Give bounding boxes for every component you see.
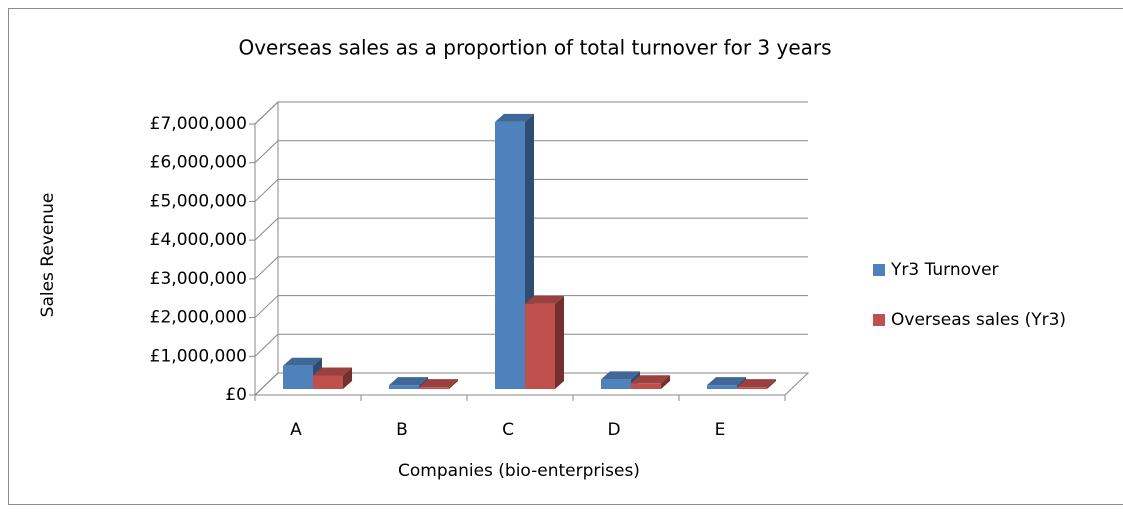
grid-line	[254, 256, 808, 280]
bar	[631, 375, 670, 389]
grid-line	[254, 295, 808, 318]
bar-front	[707, 385, 737, 389]
bar	[525, 295, 564, 389]
y-tick-label: £3,000,000	[150, 269, 247, 289]
bar-front	[601, 379, 631, 389]
bar	[313, 367, 352, 389]
bar-front	[525, 303, 555, 389]
y-tick-label: £4,000,000	[150, 230, 247, 250]
bar-side	[449, 379, 458, 389]
bar-top	[737, 379, 776, 388]
bar-top	[707, 377, 746, 386]
chart-title: Overseas sales as a proportion of total …	[238, 36, 831, 60]
grid-line	[254, 140, 808, 164]
bar-side	[343, 367, 352, 389]
x-tick-label: A	[290, 420, 302, 440]
bar-front	[389, 385, 419, 389]
bar-top	[631, 375, 670, 384]
bar-top	[601, 371, 640, 380]
y-tick-label: £1,000,000	[150, 346, 247, 366]
y-axis-title: Sales Revenue	[38, 193, 58, 318]
bar-front	[419, 387, 449, 389]
legend-label: Yr3 Turnover	[890, 260, 999, 280]
y-tick-label: £6,000,000	[150, 153, 247, 173]
y-tick-label: £0	[225, 385, 247, 405]
y-tick-label: £7,000,000	[150, 114, 247, 134]
bar-front	[631, 383, 661, 389]
bar	[707, 377, 746, 389]
bar-front	[283, 365, 313, 389]
grid-line	[254, 333, 808, 357]
grid-line	[254, 217, 808, 241]
bar-side	[555, 295, 564, 389]
bar-top	[389, 377, 428, 386]
x-tick-label: C	[502, 420, 514, 440]
bar-front	[313, 375, 343, 389]
bar	[737, 379, 776, 389]
bar	[419, 379, 458, 389]
bar-top	[495, 113, 534, 122]
x-tick-label: E	[715, 420, 726, 440]
x-tick-label: D	[607, 420, 620, 440]
bar-front	[495, 121, 525, 389]
grid-line	[254, 101, 808, 125]
bar-top	[313, 367, 352, 376]
bar-top	[419, 379, 458, 388]
legend-label: Overseas sales (Yr3)	[891, 310, 1066, 330]
bar-top	[525, 295, 564, 304]
bar-top	[283, 357, 322, 366]
bar-side	[767, 379, 776, 389]
y-tick-label: £5,000,000	[150, 191, 247, 211]
legend-swatch	[873, 314, 885, 326]
x-axis-title: Companies (bio-enterprises)	[398, 461, 640, 481]
grid-line	[254, 178, 808, 202]
y-tick-label: £2,000,000	[150, 308, 247, 328]
legend-swatch	[873, 264, 885, 276]
bar-side	[661, 375, 670, 389]
bar-front	[737, 387, 767, 389]
bar	[389, 377, 428, 389]
x-tick-label: B	[396, 420, 408, 440]
